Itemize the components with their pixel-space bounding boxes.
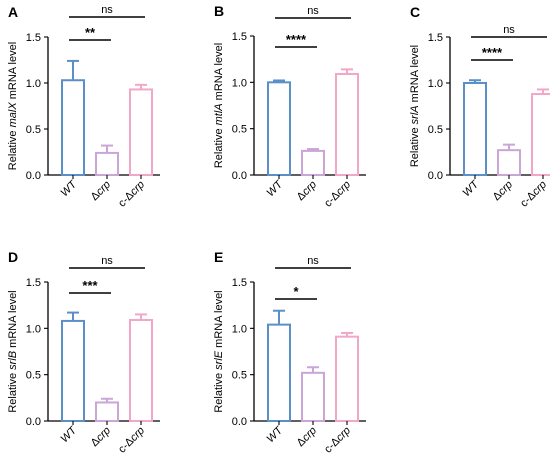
ns-label: ns: [503, 24, 515, 36]
panel-letter: D: [8, 249, 18, 265]
y-tick-label: 0.0: [26, 416, 41, 428]
y-tick-label: 1.0: [428, 78, 443, 90]
x-tick-label: c-Δcrp: [116, 179, 147, 210]
panel-letter: C: [410, 4, 420, 20]
y-tick-label: 0.0: [232, 170, 247, 182]
y-tick-label: 1.5: [232, 31, 247, 43]
y-axis-label: Relative srlB mRNA level: [7, 290, 19, 412]
y-tick-label: 1.0: [26, 323, 41, 335]
x-tick-label: WT: [59, 424, 80, 445]
text-part: mRNA level: [7, 290, 19, 351]
bar-dcrp: [95, 401, 119, 423]
panel-letter: E: [214, 249, 223, 265]
bar-wt: [61, 79, 85, 176]
bar-wt: [61, 319, 85, 423]
panel-e: E 0.0 0.5 1.0 1.5 Relative srlE mRNA level WT Δ…: [213, 249, 366, 456]
y-tick-label: 0.0: [428, 170, 443, 182]
y-axis-label: Relative srlE mRNA level: [213, 290, 225, 412]
x-tick-label: Δcrp: [295, 425, 319, 449]
bar-wt: [267, 323, 291, 423]
y-tick-label: 1.0: [232, 323, 247, 335]
bar-dcrp: [301, 149, 325, 176]
x-tick-label: c-Δcrp: [116, 425, 147, 456]
text-part: mRNA level: [409, 45, 421, 106]
ns-label: ns: [101, 255, 113, 267]
x-tick-label: Δcrp: [89, 425, 113, 449]
sig-stars: ****: [482, 45, 503, 60]
text-part: malX: [7, 102, 19, 128]
y-axis-label: Relative srlA mRNA level: [409, 45, 421, 167]
bar-c-dcrp: [129, 88, 153, 176]
ns-label: ns: [101, 4, 113, 16]
text-part: srlB: [7, 351, 19, 370]
panel-b: B 0.0 0.5 1.0 1.5 Relative mtlA mRNA level WT Δ…: [213, 3, 366, 210]
y-tick-label: 0.5: [26, 370, 41, 382]
bar-c-dcrp: [335, 335, 359, 423]
panel-a: A 0.0 0.5 1.0 1.5 Relative malX mRNA level WT Δ…: [7, 4, 160, 210]
x-tick-label: WT: [461, 178, 482, 199]
x-tick-label: Δcrp: [295, 179, 319, 203]
bar-dcrp: [497, 149, 521, 177]
x-tick-label: Δcrp: [491, 179, 515, 203]
panel-d: D 0.0 0.5 1.0 1.5 Relative srlB mRNA level WT Δ…: [7, 249, 160, 456]
sig-stars: ****: [286, 32, 307, 47]
sig-stars: ***: [82, 278, 98, 293]
panel-letter: A: [8, 4, 18, 20]
sig-stars: **: [85, 25, 96, 40]
bar-wt: [463, 82, 487, 176]
y-tick-label: 0.5: [232, 370, 247, 382]
text-part: Relative: [7, 370, 19, 413]
text-part: mRNA level: [7, 42, 19, 103]
y-axis-label: Relative mtlA mRNA level: [213, 43, 225, 168]
y-tick-label: 0.5: [428, 124, 443, 136]
y-tick-label: 1.5: [26, 32, 41, 44]
sig-stars: *: [293, 284, 299, 299]
y-tick-label: 0.5: [232, 124, 247, 136]
ns-label: ns: [307, 5, 319, 17]
y-tick-label: 0.0: [26, 170, 41, 182]
text-part: mtlA: [213, 103, 225, 125]
y-tick-label: 1.5: [428, 32, 443, 44]
x-tick-label: c-Δcrp: [322, 425, 353, 456]
x-tick-label: WT: [59, 178, 80, 199]
text-part: WT: [461, 178, 482, 199]
text-part: Relative: [409, 124, 421, 167]
text-part: Relative: [7, 127, 19, 170]
text-part: WT: [265, 178, 286, 199]
text-part: Relative: [213, 370, 225, 413]
x-tick-label: WT: [265, 178, 286, 199]
text-part: WT: [265, 424, 286, 445]
ns-label: ns: [307, 255, 319, 267]
x-tick-label: Δcrp: [89, 179, 113, 203]
text-part: mRNA level: [213, 43, 225, 104]
y-tick-label: 1.5: [232, 277, 247, 289]
x-tick-label: c-Δcrp: [322, 179, 353, 210]
bar-c-dcrp: [129, 318, 153, 423]
text-part: WT: [59, 424, 80, 445]
bar-c-dcrp: [335, 72, 359, 176]
y-tick-label: 1.5: [26, 277, 41, 289]
panel-c: C 0.0 0.5 1.0 1.5 Relative srlA mRNA level WT Δ…: [409, 4, 550, 210]
text-part: srlE: [213, 350, 225, 370]
x-tick-label: WT: [265, 424, 286, 445]
bar-wt: [267, 81, 291, 176]
bar-dcrp: [301, 371, 325, 422]
bar-c-dcrp: [531, 93, 550, 176]
text-part: Relative: [213, 125, 225, 168]
text-part: srlA: [409, 105, 421, 124]
bar-dcrp: [95, 151, 119, 176]
y-tick-label: 1.0: [26, 78, 41, 90]
y-tick-label: 0.0: [232, 416, 247, 428]
y-tick-label: 1.0: [232, 77, 247, 89]
y-axis-label: Relative malX mRNA level: [7, 42, 19, 170]
x-tick-label: c-Δcrp: [518, 179, 549, 210]
y-tick-label: 0.5: [26, 124, 41, 136]
text-part: mRNA level: [213, 290, 225, 351]
panel-letter: B: [214, 3, 224, 19]
text-part: WT: [59, 178, 80, 199]
